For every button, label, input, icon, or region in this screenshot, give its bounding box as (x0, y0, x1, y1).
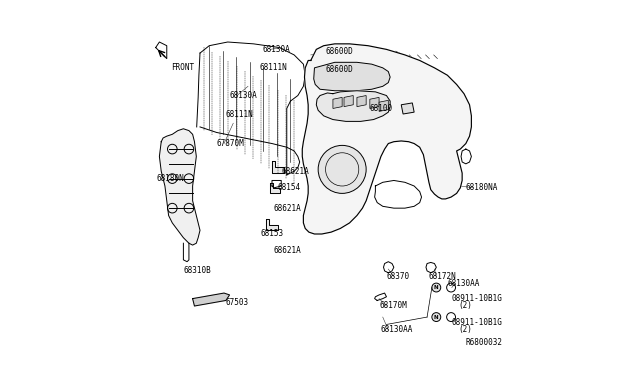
Text: 68180NA: 68180NA (466, 183, 498, 192)
Circle shape (432, 312, 441, 321)
Text: 68130A: 68130A (263, 45, 291, 54)
Text: 68370: 68370 (387, 272, 410, 281)
Text: 68153: 68153 (261, 230, 284, 238)
Text: 68154: 68154 (278, 183, 301, 192)
Text: (2): (2) (458, 301, 472, 311)
Polygon shape (344, 96, 353, 107)
Polygon shape (379, 100, 388, 112)
Text: 68130A: 68130A (230, 91, 257, 100)
Text: (2): (2) (458, 326, 472, 334)
Polygon shape (272, 161, 284, 173)
Polygon shape (193, 293, 230, 306)
Circle shape (432, 283, 441, 292)
Text: 68111N: 68111N (259, 63, 287, 72)
Polygon shape (370, 97, 379, 109)
Text: 08911-10B1G: 08911-10B1G (451, 294, 502, 303)
Polygon shape (401, 103, 414, 114)
Text: 68130AA: 68130AA (447, 279, 480, 288)
Polygon shape (159, 129, 200, 245)
Polygon shape (270, 183, 280, 193)
Text: R6800032: R6800032 (466, 339, 503, 347)
Text: 68170M: 68170M (379, 301, 407, 311)
Polygon shape (302, 44, 472, 234)
Text: 68600D: 68600D (326, 65, 353, 74)
Text: 68100: 68100 (370, 104, 393, 113)
Text: 68621A: 68621A (281, 167, 309, 176)
Text: 68172N: 68172N (429, 272, 457, 281)
Circle shape (318, 145, 366, 193)
Text: 08911-10B1G: 08911-10B1G (451, 318, 502, 327)
Text: N: N (434, 315, 438, 320)
Polygon shape (357, 96, 366, 107)
Text: 67870M: 67870M (216, 139, 244, 148)
Text: FRONT: FRONT (172, 63, 195, 72)
Polygon shape (316, 91, 390, 121)
Text: 68180N: 68180N (157, 174, 184, 183)
Text: 68111N: 68111N (226, 109, 253, 119)
Polygon shape (333, 97, 342, 109)
Text: 68600D: 68600D (326, 47, 353, 56)
Text: N: N (434, 285, 438, 290)
Text: 68621A: 68621A (274, 246, 301, 255)
Text: 68621A: 68621A (274, 203, 301, 213)
Text: 68130AA: 68130AA (381, 326, 413, 334)
Polygon shape (314, 62, 390, 91)
Text: 67503: 67503 (226, 298, 249, 307)
Polygon shape (266, 219, 278, 230)
Text: 68310B: 68310B (184, 266, 211, 275)
